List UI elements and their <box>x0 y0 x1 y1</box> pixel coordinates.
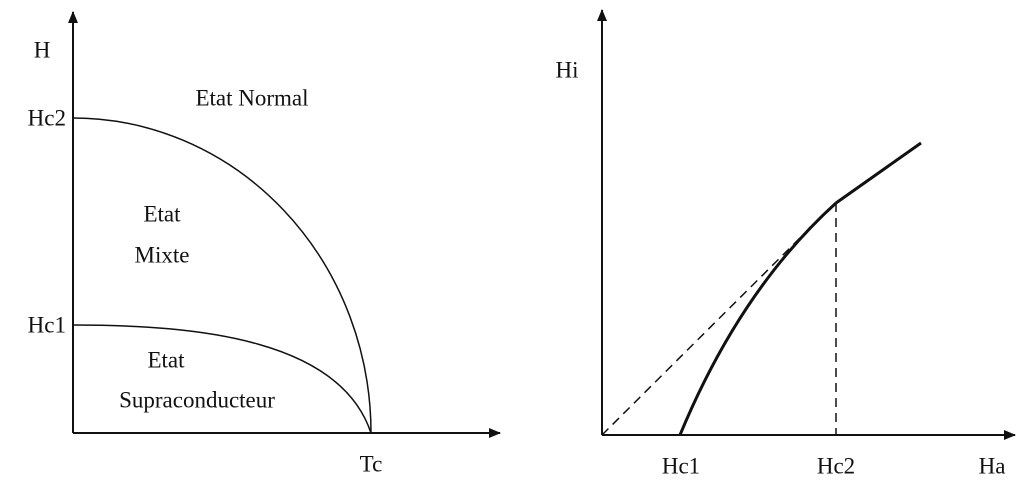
normal-line <box>835 141 922 205</box>
x-tick-label: Hc1 <box>662 453 700 478</box>
y-axis-label: H <box>34 37 51 62</box>
x-axis-label: Ha <box>979 453 1006 478</box>
dashed-line <box>601 227 811 436</box>
region-label: Supraconducteur <box>119 387 275 412</box>
region-label: Etat Normal <box>195 85 308 110</box>
y-tick-label: Hc2 <box>28 105 66 130</box>
x-tick-label: Tc <box>360 451 383 476</box>
y-tick-label: Hc1 <box>28 312 66 337</box>
y-axis-label: Hi <box>556 57 579 82</box>
hc2-curve <box>72 117 372 434</box>
region-label: Mixte <box>135 242 190 267</box>
region-label: Etat <box>147 347 185 372</box>
magnetization-curve <box>678 201 838 436</box>
right-panel: Hi Hc1 Hc2 Ha <box>556 9 1016 478</box>
hc1-curve <box>72 324 372 434</box>
left-panel: H Hc2 Hc1 Tc Etat Normal Etat Mixte Etat… <box>28 11 501 476</box>
region-label: Etat <box>143 201 181 226</box>
x-tick-label: Hc2 <box>817 453 855 478</box>
